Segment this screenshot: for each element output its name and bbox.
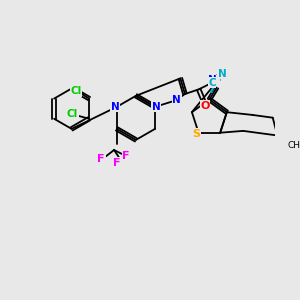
Text: F: F [113,158,121,168]
Text: N: N [152,102,160,112]
Text: F: F [122,152,130,161]
Text: H: H [214,74,220,83]
Text: O: O [200,101,210,111]
Text: N: N [172,95,181,105]
Text: N: N [218,69,226,79]
Text: F: F [98,154,105,164]
Text: C: C [208,78,216,88]
Text: N: N [152,101,160,111]
Text: CH₃: CH₃ [287,141,300,150]
Text: N: N [208,75,217,85]
Text: S: S [193,129,201,139]
Text: N: N [111,102,119,112]
Text: Cl: Cl [70,86,82,96]
Text: Cl: Cl [67,109,78,119]
